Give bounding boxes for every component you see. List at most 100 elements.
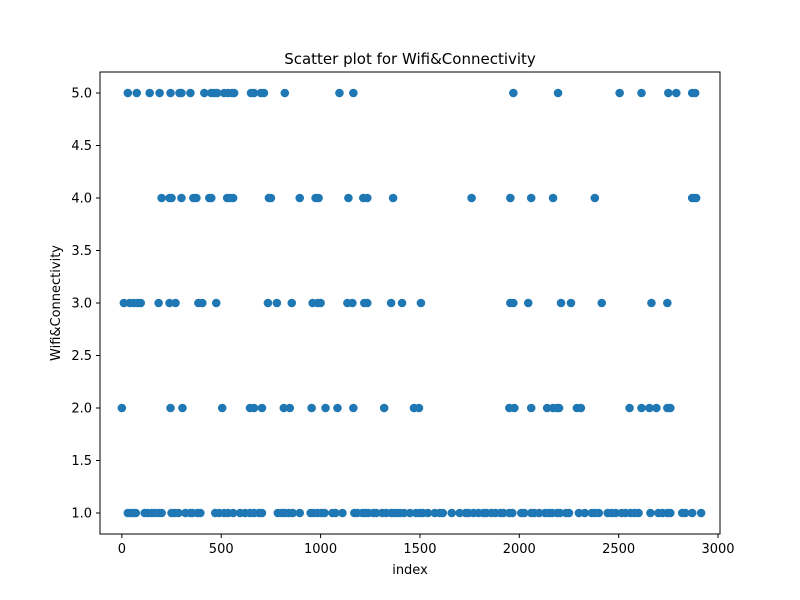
data-point <box>646 508 655 518</box>
data-point <box>349 88 358 98</box>
data-point <box>510 403 519 413</box>
y-tick-label: 3.5 <box>71 244 92 259</box>
data-point <box>447 508 457 518</box>
data-point <box>279 403 289 413</box>
data-point <box>526 403 536 413</box>
data-point <box>414 403 424 413</box>
data-point <box>526 193 536 203</box>
data-point <box>554 403 564 413</box>
data-point <box>405 508 415 518</box>
data-point <box>574 508 584 518</box>
data-point <box>625 403 634 413</box>
x-axis-label: index <box>392 563 428 578</box>
data-point <box>145 88 154 98</box>
data-point <box>174 508 183 518</box>
data-point <box>645 403 654 413</box>
data-point <box>542 403 552 413</box>
x-tick-label: 1500 <box>403 542 436 557</box>
data-point <box>280 88 290 98</box>
y-tick-label: 1.5 <box>71 454 92 469</box>
y-tick-label: 1.0 <box>71 507 92 522</box>
data-point <box>249 403 259 413</box>
data-point <box>229 88 239 98</box>
data-point <box>320 508 329 518</box>
data-point <box>690 88 700 98</box>
data-point <box>257 508 267 518</box>
data-point <box>506 193 515 203</box>
y-tick-label: 2.0 <box>71 402 92 417</box>
data-point <box>499 508 508 518</box>
data-point <box>177 88 186 98</box>
data-point <box>388 193 398 203</box>
data-point <box>467 193 476 203</box>
data-point <box>534 508 544 518</box>
data-point <box>155 88 164 98</box>
axes-layer: 0 500 1000 1500 2000 2500 3000 1.0 1.5 2.0 2.5 3.0 3… <box>71 71 735 557</box>
data-point <box>455 508 464 518</box>
data-point <box>211 298 221 308</box>
data-point <box>200 88 209 98</box>
data-point <box>691 193 701 203</box>
data-point <box>580 508 590 518</box>
data-point <box>272 298 282 308</box>
y-tick-label: 5.0 <box>71 87 92 102</box>
data-point <box>555 508 565 518</box>
data-point <box>666 403 675 413</box>
data-point <box>157 508 166 518</box>
data-point <box>333 403 342 413</box>
data-point <box>576 403 586 413</box>
chart-title: Scatter plot for Wifi&Connectivity <box>284 50 536 68</box>
data-point <box>594 508 604 518</box>
points-layer <box>117 88 706 518</box>
data-point <box>416 298 426 308</box>
data-point <box>508 508 517 518</box>
data-point <box>266 193 276 203</box>
data-point <box>597 298 607 308</box>
data-point <box>423 508 433 518</box>
data-point <box>119 298 129 308</box>
data-point <box>509 298 518 308</box>
data-point <box>652 403 661 413</box>
data-point <box>288 508 298 518</box>
data-point <box>611 508 620 518</box>
x-tick-label: 0 <box>118 542 126 557</box>
data-point <box>123 88 133 98</box>
data-point <box>171 298 180 308</box>
data-point <box>666 508 675 518</box>
data-point <box>680 508 690 518</box>
data-point <box>399 508 409 518</box>
data-point <box>362 298 372 308</box>
data-point <box>307 403 316 413</box>
data-point <box>615 88 624 98</box>
y-tick-label: 2.5 <box>71 349 92 364</box>
data-point <box>167 193 176 203</box>
data-point <box>295 508 305 518</box>
y-tick-label: 4.0 <box>71 192 92 207</box>
data-point <box>362 193 372 203</box>
y-axis-label: Wifi&Connectivity <box>49 245 64 361</box>
data-point <box>157 193 166 203</box>
data-point <box>344 193 353 203</box>
data-point <box>331 508 340 518</box>
data-point <box>647 298 656 308</box>
data-point <box>548 193 558 203</box>
data-point <box>287 298 297 308</box>
data-point <box>198 298 207 308</box>
data-point <box>295 193 305 203</box>
data-point <box>509 88 518 98</box>
data-point <box>663 298 672 308</box>
data-point <box>321 403 330 413</box>
data-point <box>228 508 238 518</box>
x-tick-label: 500 <box>209 542 234 557</box>
data-point <box>637 403 646 413</box>
data-point <box>177 193 186 203</box>
data-point <box>338 508 347 518</box>
data-point <box>154 298 163 308</box>
x-tick-label: 3000 <box>701 542 734 557</box>
data-point <box>285 403 295 413</box>
data-point <box>397 298 407 308</box>
data-point <box>217 403 227 413</box>
data-point <box>371 508 381 518</box>
data-point <box>166 88 175 98</box>
